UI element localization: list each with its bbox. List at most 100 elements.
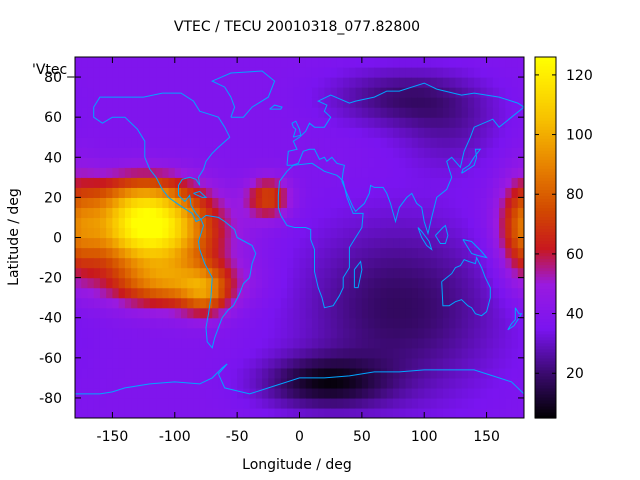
heatmap-cell bbox=[336, 267, 344, 279]
heatmap-cell bbox=[436, 247, 444, 259]
heatmap-cell bbox=[168, 77, 176, 88]
heatmap-cell bbox=[467, 217, 475, 229]
heatmap-cell bbox=[93, 307, 101, 319]
heatmap-cell bbox=[511, 227, 519, 239]
heatmap-cell bbox=[99, 157, 107, 168]
heatmap-cell bbox=[218, 387, 226, 399]
heatmap-cell bbox=[355, 207, 363, 219]
heatmap-cell bbox=[87, 287, 95, 299]
heatmap-cell bbox=[305, 67, 313, 78]
heatmap-cell bbox=[318, 267, 326, 279]
colorbar-band bbox=[535, 333, 556, 338]
heatmap-cell bbox=[436, 297, 444, 309]
heatmap-cell bbox=[268, 367, 276, 379]
heatmap-cell bbox=[492, 57, 500, 68]
heatmap-cell bbox=[424, 87, 432, 98]
heatmap-cell bbox=[81, 177, 89, 188]
heatmap-cell bbox=[199, 357, 207, 369]
colorbar-band bbox=[535, 168, 556, 172]
vtec-heatmap bbox=[75, 57, 524, 418]
colorbar-band bbox=[535, 222, 556, 227]
heatmap-cell bbox=[81, 357, 89, 369]
heatmap-cell bbox=[411, 407, 419, 418]
colorbar-band bbox=[535, 252, 556, 257]
heatmap-cell bbox=[467, 147, 475, 158]
heatmap-cell bbox=[193, 357, 201, 369]
heatmap-cell bbox=[405, 67, 413, 78]
heatmap-cell bbox=[399, 57, 407, 68]
heatmap-cell bbox=[137, 337, 145, 349]
heatmap-cell bbox=[299, 117, 307, 128]
heatmap-cell bbox=[99, 197, 107, 209]
heatmap-cell bbox=[368, 147, 375, 158]
heatmap-cell bbox=[430, 187, 438, 198]
heatmap-cell bbox=[517, 187, 524, 198]
heatmap-cell bbox=[287, 217, 294, 229]
heatmap-cell bbox=[87, 207, 95, 219]
heatmap-cell bbox=[336, 127, 344, 138]
heatmap-cell bbox=[168, 347, 176, 359]
heatmap-cell bbox=[305, 387, 313, 399]
heatmap-cell bbox=[336, 387, 344, 399]
heatmap-cell bbox=[149, 307, 157, 319]
heatmap-cell bbox=[467, 407, 475, 418]
heatmap-cell bbox=[93, 187, 101, 198]
heatmap-cell bbox=[174, 317, 182, 329]
heatmap-cell bbox=[99, 307, 107, 319]
heatmap-cell bbox=[237, 157, 244, 168]
heatmap-cell bbox=[137, 67, 145, 78]
heatmap-cell bbox=[181, 337, 188, 349]
heatmap-cell bbox=[368, 267, 375, 279]
heatmap-cell bbox=[262, 147, 269, 158]
heatmap-cell bbox=[355, 127, 363, 138]
heatmap-cell bbox=[168, 287, 176, 299]
heatmap-cell bbox=[430, 257, 438, 269]
heatmap-cell bbox=[174, 247, 182, 259]
heatmap-cell bbox=[399, 107, 407, 118]
heatmap-cell bbox=[199, 147, 207, 158]
heatmap-cell bbox=[374, 117, 382, 128]
heatmap-cell bbox=[380, 97, 388, 108]
heatmap-cell bbox=[174, 127, 182, 138]
heatmap-cell bbox=[187, 317, 195, 329]
heatmap-cell bbox=[305, 227, 313, 239]
heatmap-cell bbox=[118, 97, 126, 108]
heatmap-cell bbox=[486, 307, 494, 319]
heatmap-cell bbox=[280, 307, 288, 319]
colorbar-band bbox=[535, 147, 556, 151]
heatmap-cell bbox=[436, 267, 444, 279]
heatmap-cell bbox=[237, 57, 244, 68]
heatmap-cell bbox=[137, 137, 145, 148]
heatmap-cell bbox=[455, 407, 463, 418]
heatmap-cell bbox=[181, 317, 188, 329]
heatmap-cell bbox=[156, 327, 163, 339]
heatmap-cell bbox=[343, 177, 350, 188]
heatmap-cell bbox=[181, 287, 188, 299]
heatmap-cell bbox=[243, 307, 251, 319]
heatmap-cell bbox=[131, 397, 138, 409]
heatmap-cell bbox=[442, 377, 450, 389]
heatmap-cell bbox=[480, 57, 488, 68]
heatmap-cell bbox=[380, 57, 388, 68]
heatmap-cell bbox=[368, 357, 375, 369]
heatmap-cell bbox=[386, 167, 394, 178]
heatmap-cell bbox=[380, 77, 388, 88]
heatmap-cell bbox=[474, 157, 481, 168]
heatmap-cell bbox=[449, 57, 457, 68]
heatmap-cell bbox=[249, 377, 257, 389]
heatmap-cell bbox=[287, 147, 294, 158]
heatmap-cell bbox=[330, 217, 338, 229]
heatmap-cell bbox=[486, 387, 494, 399]
colorbar-band bbox=[535, 57, 556, 61]
heatmap-cell bbox=[492, 327, 500, 339]
heatmap-cell bbox=[474, 97, 481, 108]
heatmap-cell bbox=[505, 277, 513, 289]
colorbar-band bbox=[535, 93, 556, 97]
heatmap-cell bbox=[156, 77, 163, 88]
heatmap-cell bbox=[349, 227, 357, 239]
heatmap-cell bbox=[131, 267, 138, 279]
heatmap-cell bbox=[255, 397, 263, 409]
heatmap-cell bbox=[237, 347, 244, 359]
heatmap-cell bbox=[517, 297, 524, 309]
heatmap-cell bbox=[93, 357, 101, 369]
